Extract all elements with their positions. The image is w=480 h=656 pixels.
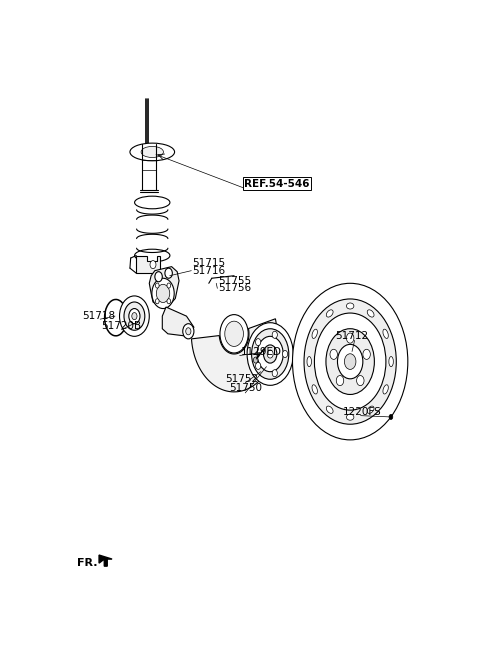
Circle shape xyxy=(156,298,159,304)
Ellipse shape xyxy=(312,385,317,394)
Circle shape xyxy=(304,299,396,424)
Circle shape xyxy=(292,283,408,440)
Circle shape xyxy=(155,272,162,282)
Text: 51720B: 51720B xyxy=(101,321,141,331)
Ellipse shape xyxy=(134,196,170,209)
Ellipse shape xyxy=(367,310,374,317)
Text: FR.: FR. xyxy=(77,558,97,567)
Circle shape xyxy=(326,329,374,394)
Polygon shape xyxy=(136,255,160,273)
Polygon shape xyxy=(149,266,179,307)
Text: REF.54-546: REF.54-546 xyxy=(244,179,310,189)
Circle shape xyxy=(167,298,171,304)
Ellipse shape xyxy=(134,249,170,262)
Circle shape xyxy=(347,333,354,343)
Ellipse shape xyxy=(326,406,333,413)
Circle shape xyxy=(247,323,293,385)
Circle shape xyxy=(357,375,364,386)
Circle shape xyxy=(124,302,145,330)
Text: 51752: 51752 xyxy=(226,375,259,384)
Ellipse shape xyxy=(383,329,388,338)
Ellipse shape xyxy=(347,303,354,309)
Circle shape xyxy=(165,268,172,278)
Circle shape xyxy=(282,350,288,358)
Circle shape xyxy=(264,345,277,363)
Circle shape xyxy=(330,349,337,359)
Circle shape xyxy=(253,357,258,363)
Circle shape xyxy=(132,313,137,319)
Ellipse shape xyxy=(312,329,317,338)
Ellipse shape xyxy=(347,414,354,420)
Circle shape xyxy=(156,283,159,288)
Polygon shape xyxy=(162,307,194,337)
Circle shape xyxy=(220,315,248,353)
Circle shape xyxy=(167,283,171,288)
Text: 51715: 51715 xyxy=(192,258,225,268)
Circle shape xyxy=(152,278,174,308)
Circle shape xyxy=(336,375,344,386)
Circle shape xyxy=(156,284,170,302)
Text: 51712: 51712 xyxy=(335,331,369,341)
Circle shape xyxy=(186,328,191,335)
Polygon shape xyxy=(99,555,112,566)
Circle shape xyxy=(389,415,393,419)
Circle shape xyxy=(225,321,243,346)
Circle shape xyxy=(337,344,363,379)
Polygon shape xyxy=(192,319,277,392)
Ellipse shape xyxy=(389,357,393,367)
Circle shape xyxy=(255,362,261,369)
Circle shape xyxy=(255,338,261,346)
Text: 51756: 51756 xyxy=(218,283,251,293)
Text: 51750: 51750 xyxy=(229,383,262,393)
Circle shape xyxy=(150,260,156,269)
Circle shape xyxy=(272,370,277,377)
Circle shape xyxy=(314,313,386,410)
Text: 1220FS: 1220FS xyxy=(343,407,382,417)
Circle shape xyxy=(183,323,194,339)
Ellipse shape xyxy=(307,357,312,367)
Circle shape xyxy=(257,337,283,372)
Ellipse shape xyxy=(367,406,374,413)
Circle shape xyxy=(363,349,371,359)
Text: 51718: 51718 xyxy=(83,311,116,321)
Circle shape xyxy=(344,354,356,369)
Text: 1129ED: 1129ED xyxy=(240,346,281,357)
Ellipse shape xyxy=(383,385,388,394)
Ellipse shape xyxy=(326,310,333,317)
Text: 51716: 51716 xyxy=(192,266,225,276)
Text: 51755: 51755 xyxy=(218,276,251,286)
Ellipse shape xyxy=(141,146,163,157)
Circle shape xyxy=(129,308,140,323)
Circle shape xyxy=(120,296,149,337)
Ellipse shape xyxy=(130,143,175,161)
Circle shape xyxy=(267,350,273,358)
Circle shape xyxy=(272,331,277,338)
Circle shape xyxy=(252,329,289,379)
